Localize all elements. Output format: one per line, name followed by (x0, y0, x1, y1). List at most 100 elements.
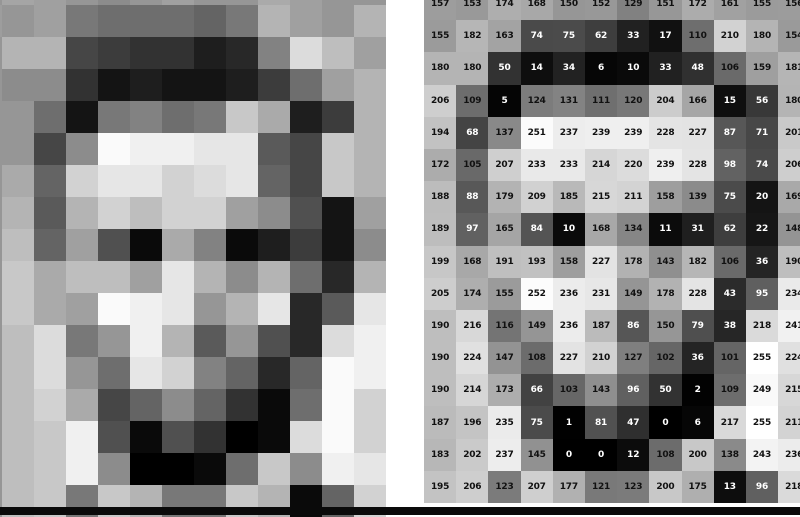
image-pixel (0, 485, 2, 517)
pixel-value-cell: 152 (584, 0, 618, 21)
pixel-value-cell: 96 (617, 374, 650, 407)
pixel-value-cell: 178 (617, 245, 650, 278)
pixel-value-cell: 202 (456, 438, 489, 471)
pixel-value-cell: 204 (649, 84, 682, 117)
pixel-value-cell: 185 (552, 181, 585, 214)
image-pixel (322, 197, 354, 229)
image-pixel (322, 389, 354, 421)
image-pixel (322, 0, 354, 5)
image-pixel (354, 197, 386, 229)
image-pixel (290, 325, 322, 357)
image-pixel (258, 293, 290, 325)
pixel-value-cell: 214 (584, 148, 618, 182)
image-pixel (98, 389, 130, 421)
pixel-value-cell: 148 (778, 213, 800, 246)
image-pixel (130, 69, 162, 101)
pixel-value-cell: 188 (424, 181, 457, 214)
image-pixel (2, 101, 34, 133)
pixel-value-cell: 252 (520, 277, 553, 310)
image-pixel (34, 357, 66, 389)
image-pixel (322, 325, 354, 357)
pixel-value-cell: 196 (456, 406, 489, 439)
image-pixel (226, 325, 258, 357)
image-pixel (98, 325, 130, 357)
pixel-value-cell: 239 (617, 116, 650, 149)
pixel-value-cell: 239 (649, 148, 682, 182)
pixel-value-cell: 158 (552, 245, 585, 278)
pixel-value-cell: 0 (649, 406, 682, 439)
image-pixel (34, 293, 66, 325)
image-pixel (290, 5, 322, 37)
image-pixel (2, 325, 34, 357)
image-pixel (66, 229, 98, 261)
image-pixel (194, 389, 226, 421)
pixel-value-cell: 2 (681, 374, 714, 407)
image-pixel (34, 421, 66, 453)
pixel-value-cell: 87 (713, 116, 746, 149)
image-pixel (0, 357, 2, 389)
pixel-value-cell: 236 (552, 277, 585, 310)
pixel-value-cell: 33 (617, 20, 650, 53)
pixel-value-cell: 31 (681, 213, 714, 246)
image-pixel (0, 69, 2, 101)
pixel-value-cell: 155 (488, 277, 521, 310)
image-pixel (322, 69, 354, 101)
pixel-value-cell: 116 (488, 309, 521, 343)
pixel-value-cell: 211 (778, 406, 800, 439)
image-pixel (194, 165, 226, 197)
pixel-value-cell: 50 (649, 374, 682, 407)
image-pixel (34, 0, 66, 5)
image-pixel (2, 69, 34, 101)
image-pixel (162, 69, 194, 101)
image-pixel (130, 261, 162, 293)
image-pixel (130, 133, 162, 165)
image-pixel (130, 421, 162, 453)
image-pixel (0, 37, 2, 69)
pixel-value-cell: 165 (488, 213, 521, 246)
image-pixel (290, 101, 322, 133)
image-pixel (258, 421, 290, 453)
image-pixel (226, 229, 258, 261)
pixel-value-cell: 75 (713, 181, 746, 214)
pixel-value-cell: 228 (649, 116, 682, 149)
pixel-value-cell: 217 (713, 406, 746, 439)
image-pixel (34, 133, 66, 165)
pixel-value-cell: 88 (456, 181, 489, 214)
pixel-value-cell: 98 (713, 148, 746, 182)
image-pixel (258, 389, 290, 421)
image-pixel (354, 453, 386, 485)
pixel-value-cell: 218 (778, 470, 800, 503)
bottom-border (0, 507, 800, 515)
pixel-value-cell: 38 (713, 309, 746, 343)
image-pixel (322, 421, 354, 453)
image-pixel (98, 261, 130, 293)
image-pixel (0, 197, 2, 229)
image-pixel (130, 101, 162, 133)
pixel-value-cell: 207 (488, 148, 521, 182)
pixel-value-cell: 239 (584, 116, 618, 149)
pixel-value-cell: 205 (424, 277, 457, 310)
pixel-value-cell: 157 (424, 0, 457, 21)
image-pixel (130, 389, 162, 421)
pixel-value-cell: 109 (713, 374, 746, 407)
image-pixel (194, 453, 226, 485)
image-pixel (98, 5, 130, 37)
image-pixel (194, 325, 226, 357)
pixel-value-cell: 62 (713, 213, 746, 246)
image-pixel (34, 453, 66, 485)
image-pixel (290, 421, 322, 453)
pixel-value-cell: 34 (552, 52, 585, 85)
pixel-value-cell: 13 (713, 470, 746, 503)
pixel-value-cell: 6 (584, 52, 618, 85)
image-pixel (258, 357, 290, 389)
image-pixel (162, 325, 194, 357)
pixel-value-cell: 68 (456, 116, 489, 149)
pixel-value-cell: 200 (681, 438, 714, 471)
image-pixel (130, 197, 162, 229)
image-pixel (98, 165, 130, 197)
pixel-value-cell: 180 (456, 52, 489, 85)
pixel-value-cell: 111 (584, 84, 618, 117)
image-pixel (98, 0, 130, 5)
image-pixel (354, 69, 386, 101)
pixel-value-cell: 147 (488, 342, 521, 375)
